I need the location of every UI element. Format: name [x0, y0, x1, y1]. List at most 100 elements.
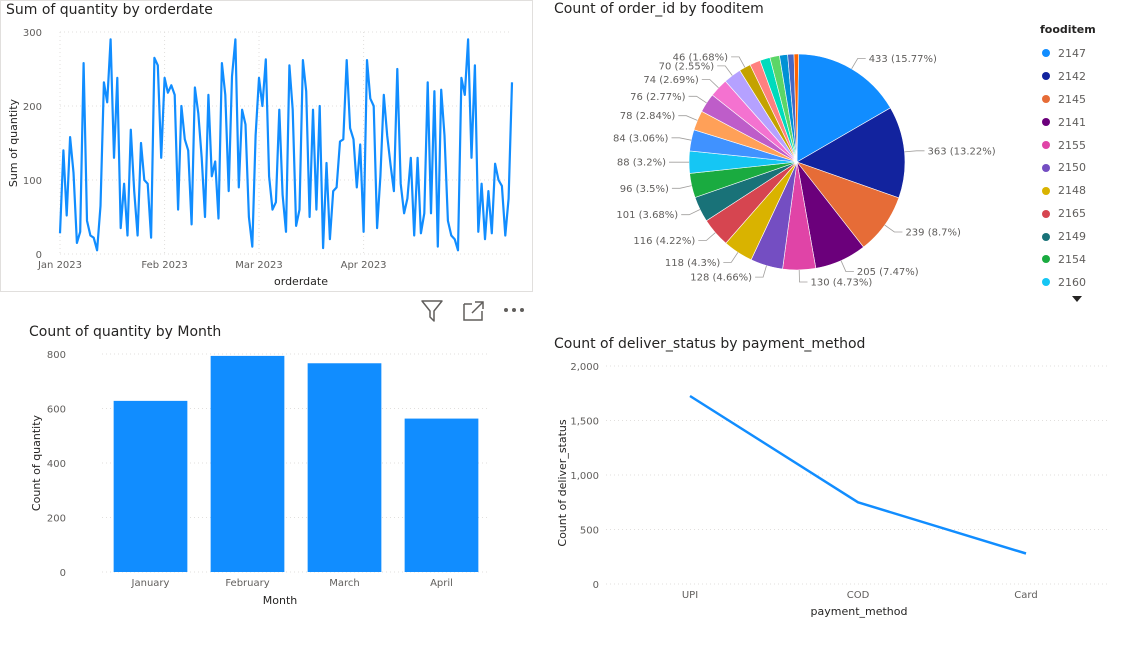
visual-header: [415, 296, 535, 326]
pie-data-label: 433 (15.77%): [869, 54, 937, 65]
pie-data-label: 88 (3.2%): [617, 158, 666, 169]
pie-data-label: 78 (2.84%): [620, 111, 676, 122]
focus-mode-icon[interactable]: [458, 296, 488, 326]
chevron-down-icon[interactable]: [1070, 290, 1084, 302]
x-axis-title: payment_method: [811, 605, 908, 618]
leader-line: [851, 58, 866, 70]
legend-label: 2148: [1058, 184, 1086, 198]
leader-line: [798, 269, 808, 283]
x-tick-label: April: [430, 578, 453, 589]
legend-marker: [1042, 141, 1050, 149]
x-tick-label: COD: [847, 590, 870, 601]
status-chart-title: Count of deliver_status by payment_metho…: [554, 336, 866, 352]
leader-line: [681, 209, 701, 216]
pie-data-label: 76 (2.77%): [630, 92, 686, 103]
legend-label: 2141: [1058, 115, 1086, 129]
y-tick-label: 100: [23, 176, 42, 187]
legend-title: fooditem: [1040, 23, 1096, 36]
legend-marker: [1042, 209, 1050, 218]
pie-data-label: 205 (7.47%): [857, 267, 919, 278]
x-tick-label: January: [131, 578, 170, 589]
legend-item[interactable]: 2147: [1040, 42, 1148, 65]
x-tick-label: Jan 2023: [37, 260, 82, 271]
pie-chart-title: Count of order_id by fooditem: [554, 1, 764, 17]
leader-line: [717, 65, 733, 76]
leader-line: [698, 232, 716, 241]
legend-marker: [1042, 95, 1050, 104]
y-tick-label: 400: [47, 459, 66, 470]
legend-item[interactable]: 2165: [1040, 202, 1148, 225]
line-chart: 0 100 200 300 Jan 2023 Feb 2023 Mar 2023 Apr 20…: [7, 28, 514, 288]
legend-item[interactable]: 2150: [1040, 156, 1148, 179]
x-tick-label: February: [225, 578, 269, 589]
legend-item[interactable]: 2145: [1040, 88, 1148, 111]
legend-item[interactable]: 2148: [1040, 179, 1148, 202]
pie-chart-visual[interactable]: Count of order_id by fooditem 433 (15.77…: [548, 0, 1148, 310]
y-tick-label: 1,000: [570, 471, 599, 482]
leader-line: [671, 137, 692, 141]
pie-data-label: 130 (4.73%): [810, 277, 872, 288]
x-tick-label: Mar 2023: [235, 260, 283, 271]
line-chart-visual[interactable]: Sum of quantity by orderdate 0 100 200 300 J…: [0, 0, 533, 292]
leader-line: [701, 79, 719, 89]
y-axis-title: Count of deliver_status: [556, 419, 569, 546]
leader-line: [671, 185, 692, 189]
filter-icon[interactable]: [417, 296, 447, 326]
legend-item[interactable]: 2141: [1040, 111, 1148, 134]
y-tick-label: 300: [23, 28, 42, 39]
pie-data-label: 116 (4.22%): [633, 236, 695, 247]
legend-item[interactable]: 2160: [1040, 271, 1148, 294]
legend-marker: [1042, 118, 1050, 127]
series-line-quantity: [58, 38, 514, 252]
x-tick-label: Card: [1014, 590, 1037, 601]
leader-line: [840, 260, 854, 273]
pie-data-label: 101 (3.68%): [616, 210, 678, 221]
leader-line: [731, 56, 746, 68]
pie-data-label: 239 (8.7%): [905, 228, 961, 239]
y-axis-title: Sum of quantity: [7, 98, 20, 187]
legend-item[interactable]: 2155: [1040, 134, 1148, 157]
leader-line: [688, 95, 707, 104]
y-tick-label: 600: [47, 405, 66, 416]
y-axis-title: Count of quantity: [30, 414, 43, 511]
legend-item[interactable]: 2149: [1040, 225, 1148, 248]
more-options-icon[interactable]: [499, 296, 529, 326]
bar: [307, 363, 382, 572]
pie-data-label: 96 (3.5%): [620, 184, 669, 195]
pie-data-label: 46 (1.68%): [673, 52, 729, 63]
legend-label: 2155: [1058, 138, 1086, 152]
x-axis-title: Month: [263, 594, 298, 607]
status-chart-visual[interactable]: Count of deliver_status by payment_metho…: [548, 330, 1148, 630]
bar-chart-title: Count of quantity by Month: [29, 324, 222, 340]
legend-label: 2154: [1058, 252, 1086, 266]
legend-item[interactable]: 2154: [1040, 248, 1148, 271]
legend-marker: [1042, 278, 1050, 287]
leader-line: [755, 265, 767, 278]
y-tick-label: 0: [60, 568, 66, 579]
legend-marker: [1042, 186, 1050, 195]
pie-data-label: 128 (4.66%): [690, 273, 752, 284]
bar: [113, 400, 188, 572]
y-tick-label: 2,000: [570, 362, 599, 373]
legend-items: 2147 2142 2145 2141 2155 2150 2148 2165 2149 2154…: [1040, 42, 1148, 294]
legend-item[interactable]: 2142: [1040, 65, 1148, 88]
legend-label: 2165: [1058, 207, 1086, 221]
legend-marker: [1042, 72, 1050, 81]
pie-slice: [796, 53, 891, 163]
bar: [404, 418, 479, 572]
x-tick-label: March: [329, 578, 359, 589]
leader-line: [884, 224, 903, 233]
pie-legend: fooditem 2147 2142 2145 2141 2155 2150 2148 216…: [1040, 22, 1148, 312]
x-tick-label: UPI: [682, 590, 698, 601]
x-tick-label: Apr 2023: [341, 260, 387, 271]
y-tick-label: 0: [593, 580, 599, 591]
y-tick-label: 200: [47, 514, 66, 525]
pie-slice: [796, 107, 906, 199]
pie-slice: [793, 53, 799, 163]
line-chart-title: Sum of quantity by orderdate: [6, 2, 213, 18]
pie-data-label: 70 (2.55%): [659, 61, 715, 72]
legend-label: 2150: [1058, 161, 1086, 175]
bar-chart-visual[interactable]: Count of quantity by Month 0 200 400 600 800…: [0, 318, 540, 618]
pie-data-label: 363 (13.22%): [927, 146, 995, 157]
legend-label: 2145: [1058, 92, 1086, 106]
